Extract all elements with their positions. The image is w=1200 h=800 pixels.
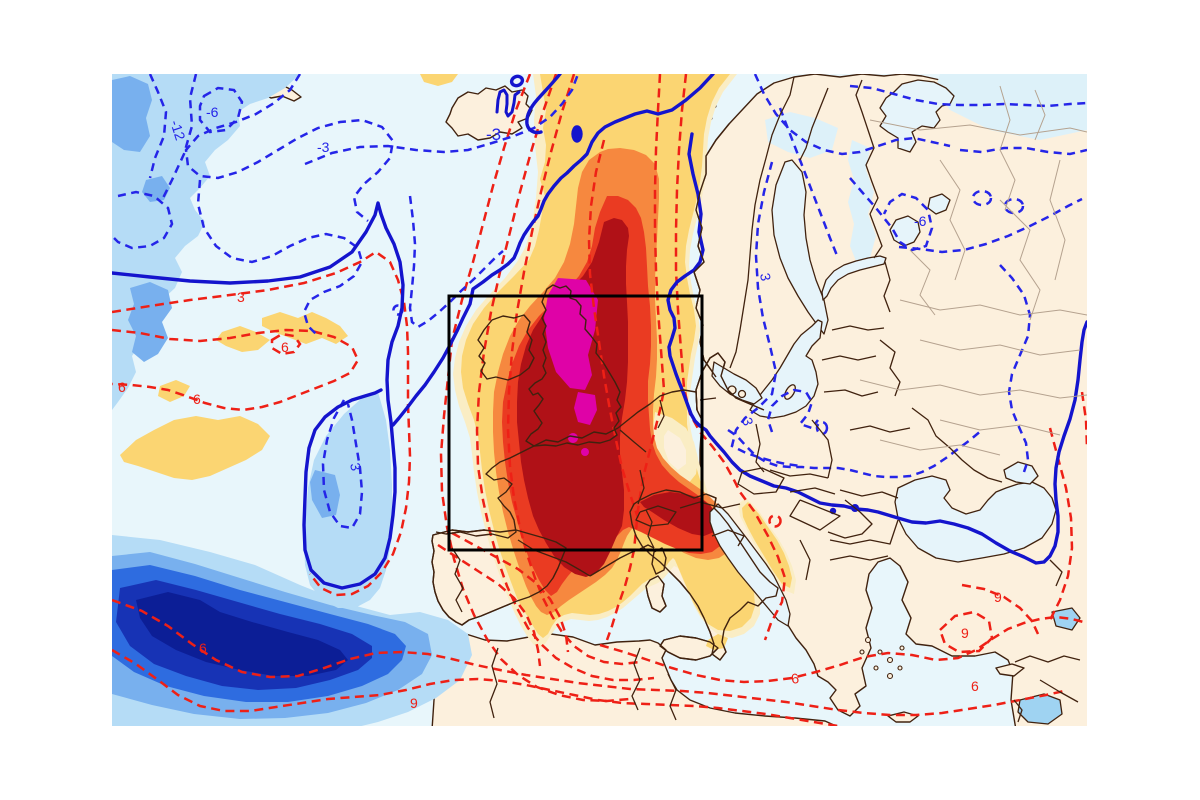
svg-text:6: 6 — [281, 339, 289, 355]
svg-text:9: 9 — [410, 695, 418, 711]
svg-text:3: 3 — [347, 461, 364, 472]
svg-text:9: 9 — [961, 625, 969, 641]
svg-text:-3: -3 — [486, 125, 501, 144]
svg-text:-6: -6 — [206, 104, 219, 120]
svg-text:-12: -12 — [167, 118, 189, 142]
svg-text:6: 6 — [193, 391, 201, 407]
svg-text:-3: -3 — [317, 139, 330, 155]
svg-text:-6: -6 — [914, 213, 927, 229]
svg-text:3: 3 — [757, 272, 774, 283]
svg-text:6: 6 — [199, 640, 207, 656]
svg-text:6: 6 — [971, 678, 979, 694]
svg-text:3: 3 — [237, 289, 245, 305]
svg-text:9: 9 — [994, 589, 1002, 605]
svg-text:3: 3 — [739, 416, 757, 428]
svg-text:6: 6 — [118, 379, 126, 395]
svg-text:6: 6 — [790, 670, 801, 687]
